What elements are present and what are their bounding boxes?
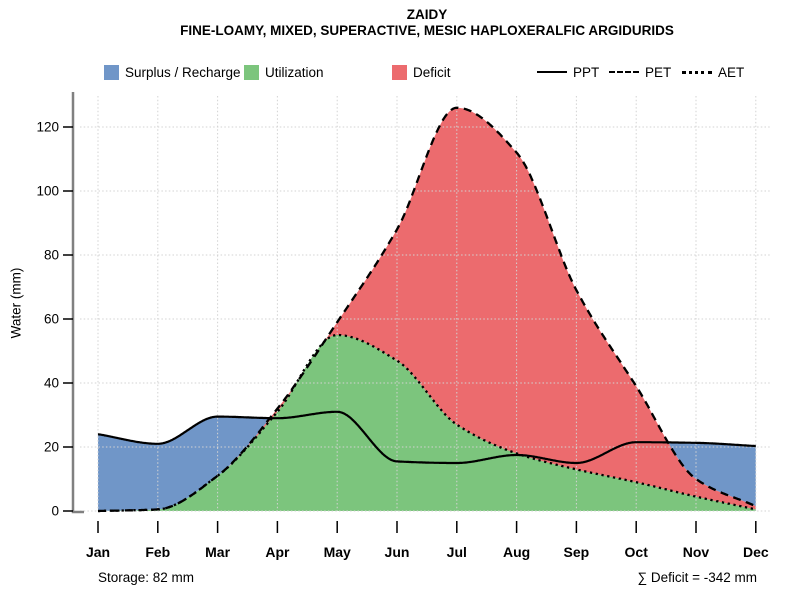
legend-item-ppt: PPT (537, 64, 599, 80)
y-tick-label: 40 (44, 376, 59, 391)
storage-annotation: Storage: 82 mm (98, 570, 195, 585)
x-tick-label: May (324, 544, 351, 560)
x-axis: Jan Feb Mar Apr May Jun Jul Aug Sep Oct Nov Dec (86, 521, 769, 560)
x-tick-label: Nov (683, 544, 710, 560)
dashed-line-icon (609, 71, 639, 73)
y-axis: 0 20 40 60 80 100 120 (36, 120, 73, 519)
surplus-swatch-icon (104, 64, 119, 80)
y-axis-title: Water (mm) (8, 267, 24, 339)
legend-item-surplus: Surplus / Recharge (104, 64, 241, 80)
x-tick-label: Jan (86, 544, 110, 560)
surplus-area (668, 442, 756, 507)
x-tick-label: Apr (265, 544, 290, 560)
solid-line-icon (537, 71, 567, 73)
y-tick-label: 60 (44, 312, 59, 327)
legend-label-surplus: Surplus / Recharge (125, 64, 241, 80)
area-fills (98, 107, 756, 511)
y-tick-label: 100 (36, 184, 59, 199)
x-tick-label: Jun (385, 544, 410, 560)
legend-label-utilization: Utilization (265, 64, 324, 80)
legend-label-deficit: Deficit (413, 64, 451, 80)
legend-label-ppt: PPT (573, 64, 600, 80)
dotted-line-icon (682, 70, 712, 74)
aet-line (98, 333, 756, 513)
x-tick-label: Dec (743, 544, 769, 560)
x-tick-label: Mar (205, 544, 230, 560)
y-tick-label: 120 (36, 120, 59, 135)
x-tick-label: Oct (625, 544, 649, 560)
surplus-area (98, 416, 270, 511)
deficit-swatch-icon (392, 64, 407, 80)
legend-label-aet: AET (718, 64, 745, 80)
deficit-area (324, 107, 756, 510)
y-tick-label: 0 (51, 504, 59, 519)
chart-subtitle: FINE-LOAMY, MIXED, SUPERACTIVE, MESIC HA… (180, 23, 674, 38)
y-axis-spine (71, 92, 84, 514)
y-tick-label: 20 (44, 440, 59, 455)
deficit-sum-annotation: ∑ Deficit = -342 mm (637, 570, 757, 585)
x-tick-label: Jul (447, 544, 467, 560)
legend-item-deficit: Deficit (392, 64, 451, 80)
utilization-area (101, 335, 756, 511)
legend-item-aet: AET (682, 64, 744, 80)
y-tick-label: 80 (44, 248, 59, 263)
legend-label-pet: PET (645, 64, 672, 80)
legend-item-pet: PET (609, 64, 671, 80)
x-tick-label: Feb (145, 544, 170, 560)
plot-gridlines (80, 96, 770, 512)
utilization-swatch-icon (244, 64, 259, 80)
x-tick-label: Aug (503, 544, 530, 560)
ppt-line (97, 410, 756, 465)
page-title: ZAIDY (406, 7, 448, 22)
legend-item-utilization: Utilization (244, 64, 324, 80)
pet-line (98, 106, 757, 513)
x-tick-label: Sep (564, 544, 590, 560)
